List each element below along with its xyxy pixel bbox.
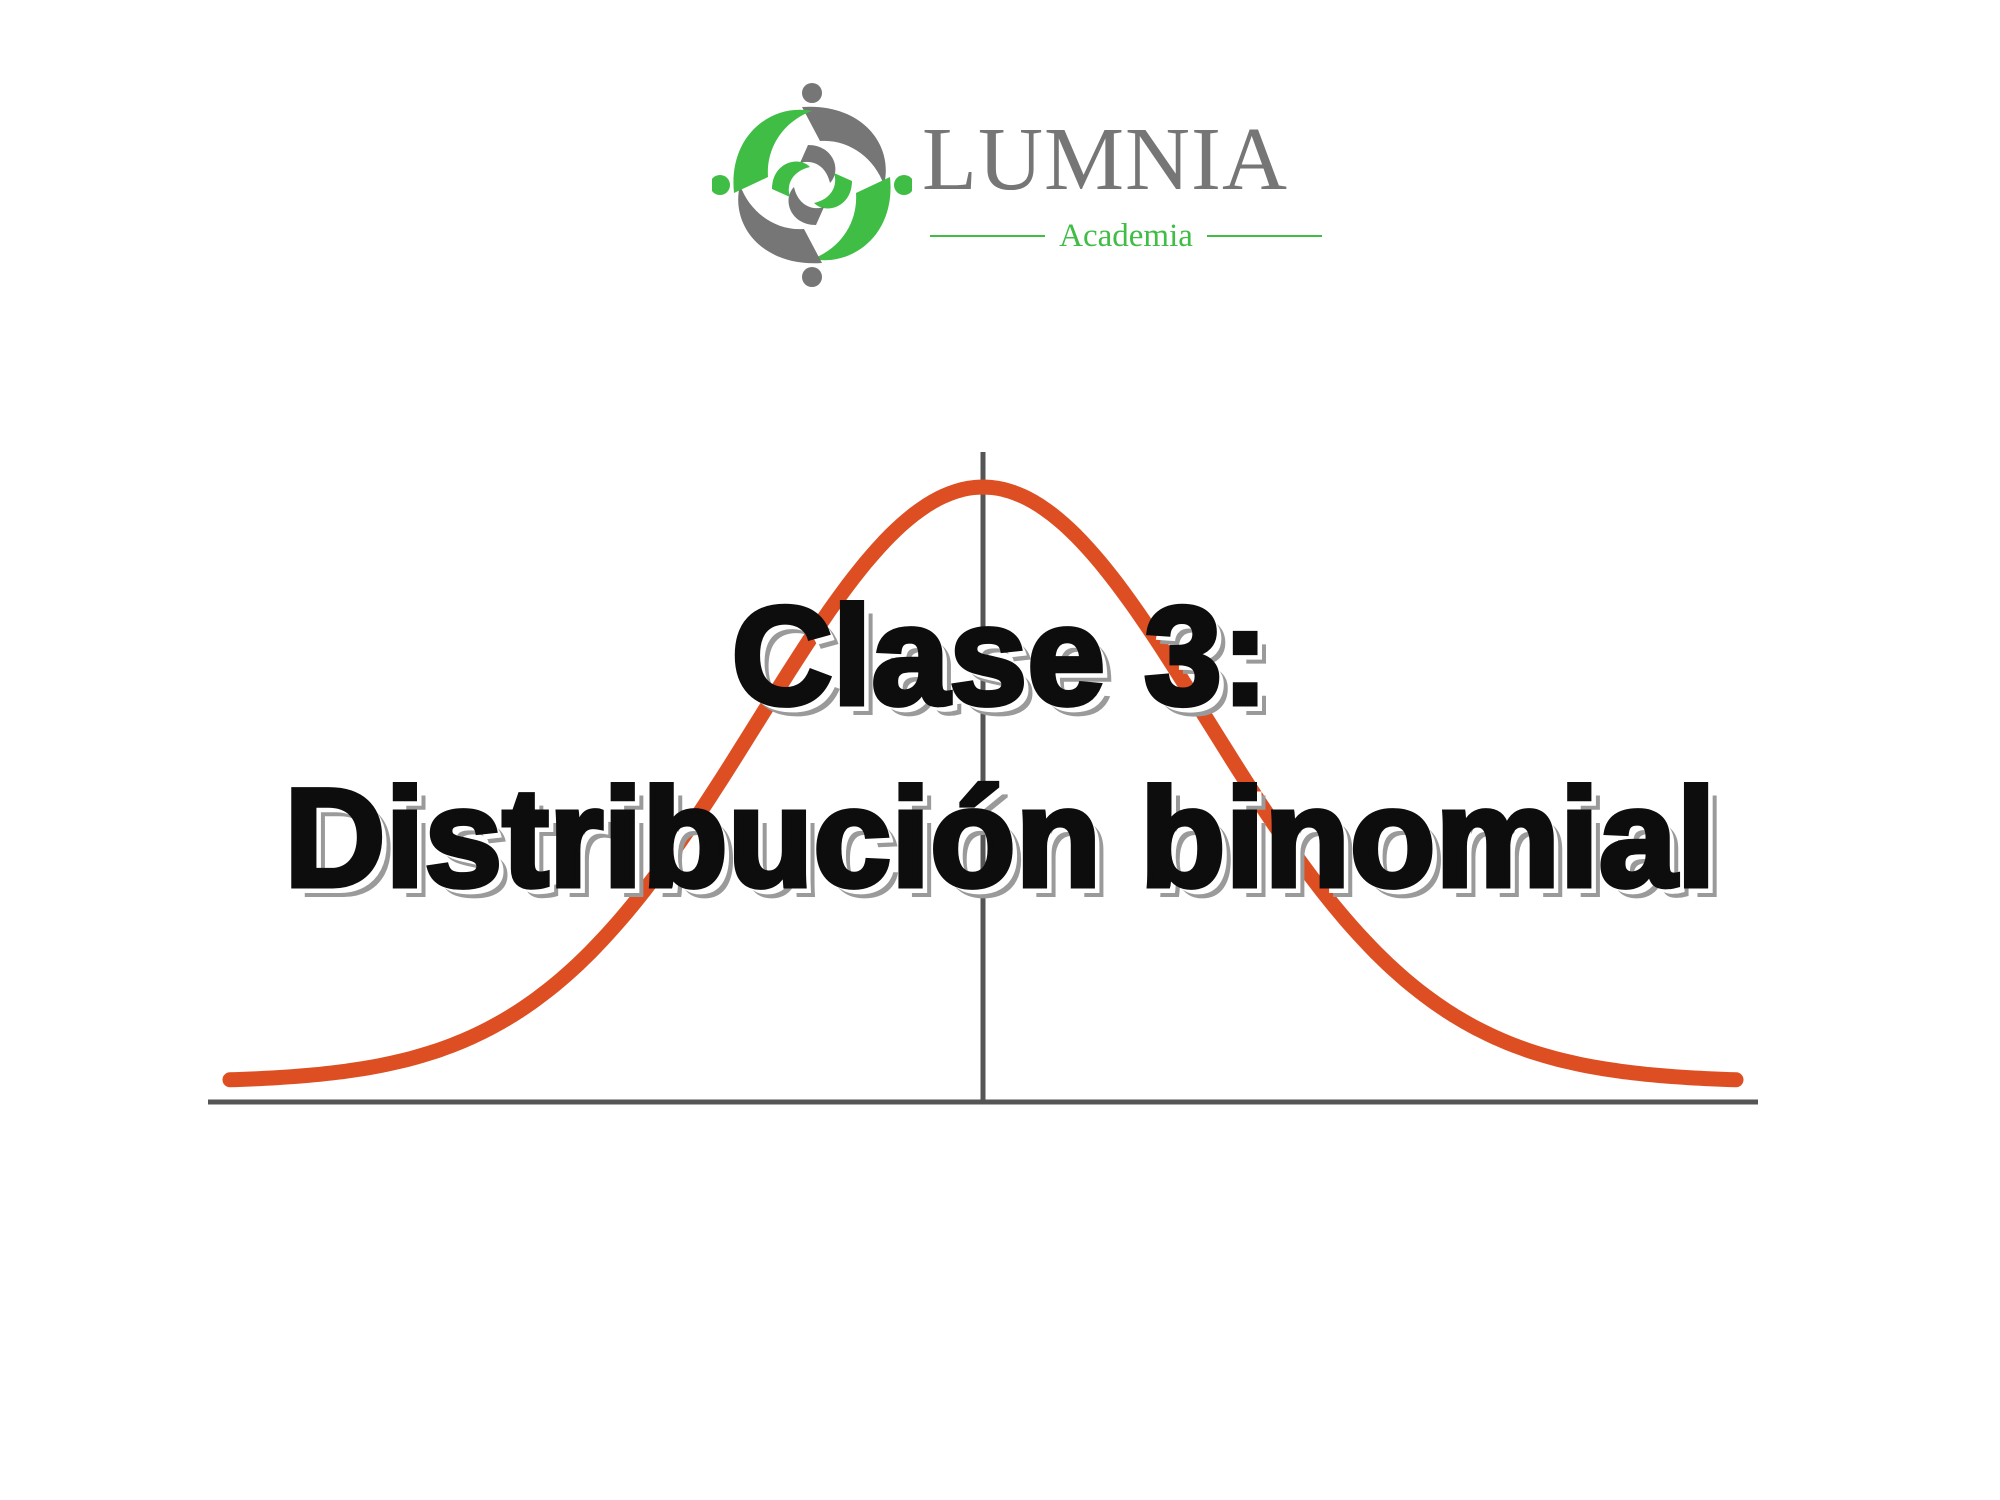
lumnia-logo: LUMNIA Academia — [712, 80, 1332, 290]
title-line-2: Distribución binomial — [282, 757, 1718, 919]
bell-curve — [222, 479, 1744, 1088]
tagline-rule-left — [930, 235, 1046, 237]
page-title: Clase 3: Distribución binomial — [0, 565, 2000, 929]
lumnia-logo-mark-icon — [712, 83, 912, 287]
logo-tagline: Academia — [930, 216, 1323, 256]
title-line-1: Clase 3: — [729, 575, 1271, 737]
logo-tagline-text: Academia — [1059, 217, 1193, 254]
tagline-rule-right — [1206, 235, 1323, 237]
logo-wordmark: LUMNIA — [922, 110, 1288, 209]
